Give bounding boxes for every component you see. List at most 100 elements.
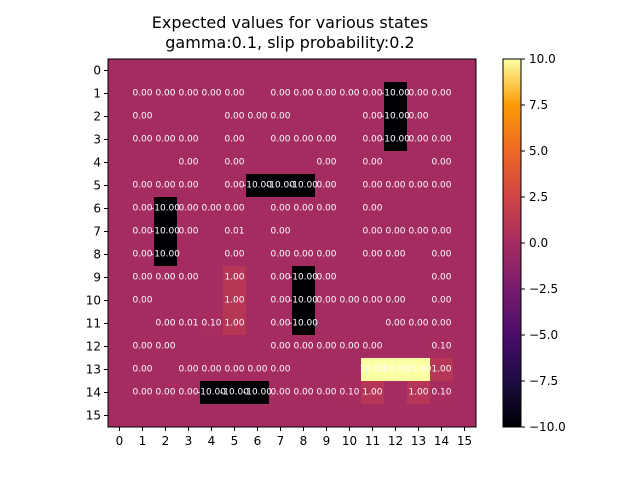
heatmap-cell [315, 82, 339, 106]
heatmap-cell [108, 174, 132, 198]
heatmap-cell [384, 128, 408, 152]
heatmap-cell [430, 128, 454, 152]
heatmap-cell [384, 266, 408, 290]
cell-value-label: 0.00 [178, 365, 198, 375]
heatmap-cell [384, 105, 408, 129]
heatmap-cell [223, 220, 247, 244]
heatmap-cell [269, 128, 293, 152]
heatmap-cell [407, 404, 431, 428]
heatmap-cell [315, 312, 339, 336]
heatmap-cell [338, 105, 362, 129]
heatmap-cell [200, 266, 224, 290]
heatmap-cell [430, 266, 454, 290]
heatmap-cell [361, 82, 385, 106]
cell-value-label: 0.00 [385, 181, 405, 191]
heatmap-cell [453, 289, 477, 313]
heatmap-cell [407, 335, 431, 359]
heatmap-cell [407, 289, 431, 313]
cell-value-label: -10.00 [381, 89, 410, 99]
cell-value-label: 0.00 [178, 181, 198, 191]
heatmap-cell [315, 289, 339, 313]
heatmap-cell [292, 335, 316, 359]
cell-value-label: 0.00 [316, 296, 336, 306]
cell-value-label: -10.00 [151, 227, 180, 237]
colorbar-tick-label: 10.0 [529, 52, 556, 66]
heatmap-cell [407, 220, 431, 244]
heatmap-cell [315, 59, 339, 83]
heatmap-cell [177, 128, 201, 152]
heatmap-cell [108, 358, 132, 382]
heatmap-cell [384, 381, 408, 405]
heatmap-cell [200, 128, 224, 152]
heatmap-cell [315, 335, 339, 359]
cell-value-label: 0.00 [132, 296, 152, 306]
cell-value-label: 0.00 [270, 204, 290, 214]
cell-value-label: 0.00 [339, 342, 359, 352]
heatmap-cell [223, 289, 247, 313]
heatmap-cell [223, 105, 247, 129]
x-tick-label: 14 [434, 434, 449, 448]
cell-value-label: 0.00 [362, 158, 382, 168]
y-tick-label: 10 [86, 294, 101, 308]
colorbar-ticks: 10.0 7.5 5.0 2.5 0.0 −2.5 −5.0 −7.5 −10.0 [521, 52, 566, 434]
heatmap-cell [430, 197, 454, 221]
cell-value-label: 0.00 [132, 204, 152, 214]
heatmap-cell [177, 105, 201, 129]
cell-value-label: 0.00 [178, 135, 198, 145]
heatmap-cell [200, 105, 224, 129]
heatmap-cell [338, 220, 362, 244]
colorbar [502, 58, 522, 428]
heatmap-cell [200, 335, 224, 359]
heatmap-cell [131, 335, 155, 359]
cell-value-label: 0.00 [178, 273, 198, 283]
heatmap-cell [338, 266, 362, 290]
heatmap-cell [131, 358, 155, 382]
cell-value-label: 0.00 [316, 181, 336, 191]
heatmap-cell [246, 59, 270, 83]
heatmap-cell [177, 243, 201, 267]
cell-value-label: 0.00 [293, 388, 313, 398]
x-tick-label: 1 [139, 434, 147, 448]
heatmap-cell [430, 105, 454, 129]
y-tick-label: 9 [93, 271, 101, 285]
cell-value-label: 0.00 [293, 204, 313, 214]
heatmap-cell [430, 358, 454, 382]
cell-value-label: 0.00 [362, 89, 382, 99]
cell-value-label: 0.00 [362, 204, 382, 214]
heatmap-cell [108, 82, 132, 106]
heatmap-cell [200, 151, 224, 175]
cell-value-label: 0.00 [362, 135, 382, 145]
heatmap-cell [223, 335, 247, 359]
cell-value-label: 0.00 [431, 296, 451, 306]
cell-value-label: 0.00 [270, 227, 290, 237]
cell-value-label: 0.00 [224, 89, 244, 99]
colorbar-tick-label: −5.0 [529, 328, 558, 342]
heatmap-cell [177, 197, 201, 221]
heatmap-cell [361, 312, 385, 336]
heatmap-cell [430, 312, 454, 336]
heatmap-cell [453, 128, 477, 152]
x-tick-label: 9 [323, 434, 331, 448]
heatmap-cell [361, 404, 385, 428]
heatmap-cell [177, 266, 201, 290]
heatmap-cell [246, 289, 270, 313]
heatmap-cell [338, 128, 362, 152]
heatmap-cell [269, 243, 293, 267]
cell-value-label: 0.00 [132, 250, 152, 260]
y-tick-label: 8 [93, 248, 101, 262]
cell-value-label: 0.00 [155, 342, 175, 352]
cell-value-label: 0.00 [316, 273, 336, 283]
heatmap-cell [200, 243, 224, 267]
cell-value-label: 0.00 [385, 227, 405, 237]
cell-value-label: 0.00 [316, 135, 336, 145]
y-tick-label: 1 [93, 87, 101, 101]
heatmap-cell [430, 82, 454, 106]
heatmap-cell [361, 174, 385, 198]
heatmap-cell [315, 266, 339, 290]
heatmap-cell [292, 151, 316, 175]
heatmap-cell [292, 197, 316, 221]
y-tick-label: 0 [93, 64, 101, 78]
heatmap-cell [315, 128, 339, 152]
